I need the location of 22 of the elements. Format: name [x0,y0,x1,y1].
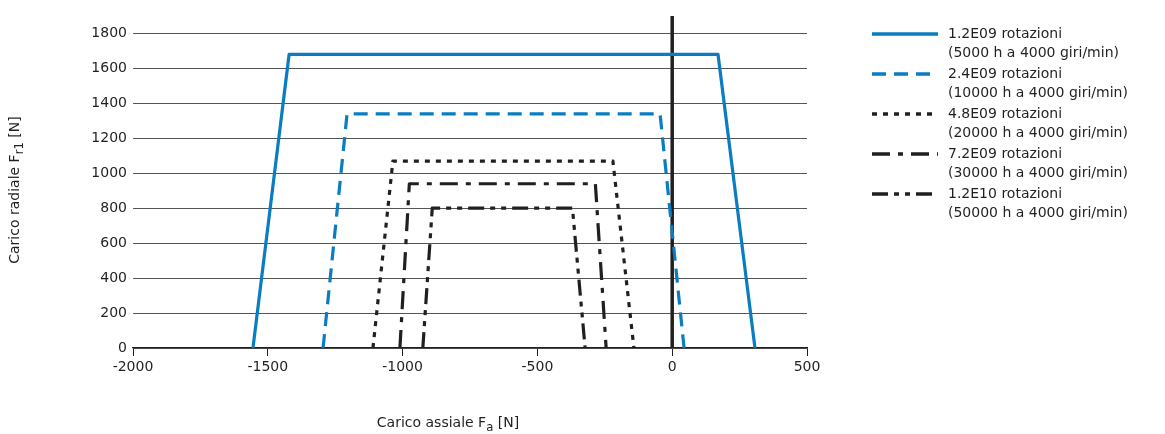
y-tick-label: 1000 [91,163,127,180]
legend-label: 4.8E09 rotazioni (20000 h a 4000 giri/min) [948,104,1128,142]
y-tick-label: 1800 [91,24,127,41]
y-tick-label: 1400 [91,94,127,111]
y-tick-label: 400 [100,268,127,285]
x-tick-label: -2000 [112,358,154,375]
y-tick-label: 200 [100,303,127,320]
legend-label: 7.2E09 rotazioni (30000 h a 4000 giri/min) [948,144,1128,182]
x-tick-label: -500 [521,358,554,375]
y-tick-label: 0 [118,338,127,355]
x-tick-label: 500 [793,358,821,375]
y-tick-label: 600 [100,233,127,250]
y-tick-label: 800 [100,198,127,215]
x-axis-title: Carico assiale F$_{a}$ [N] [376,414,520,434]
legend-label: 1.2E09 rotazioni (5000 h a 4000 giri/min) [948,24,1119,62]
legend-label: 2.4E09 rotazioni (10000 h a 4000 giri/min) [948,64,1128,102]
x-tick-label: -1500 [247,358,289,375]
y-tick-label: 1600 [91,59,127,76]
y-tick-label: 1200 [91,128,127,145]
x-tick-label: -1000 [382,358,423,375]
x-tick-label: 0 [667,358,677,375]
legend-label: 1.2E10 rotazioni (50000 h a 4000 giri/min) [948,184,1128,222]
